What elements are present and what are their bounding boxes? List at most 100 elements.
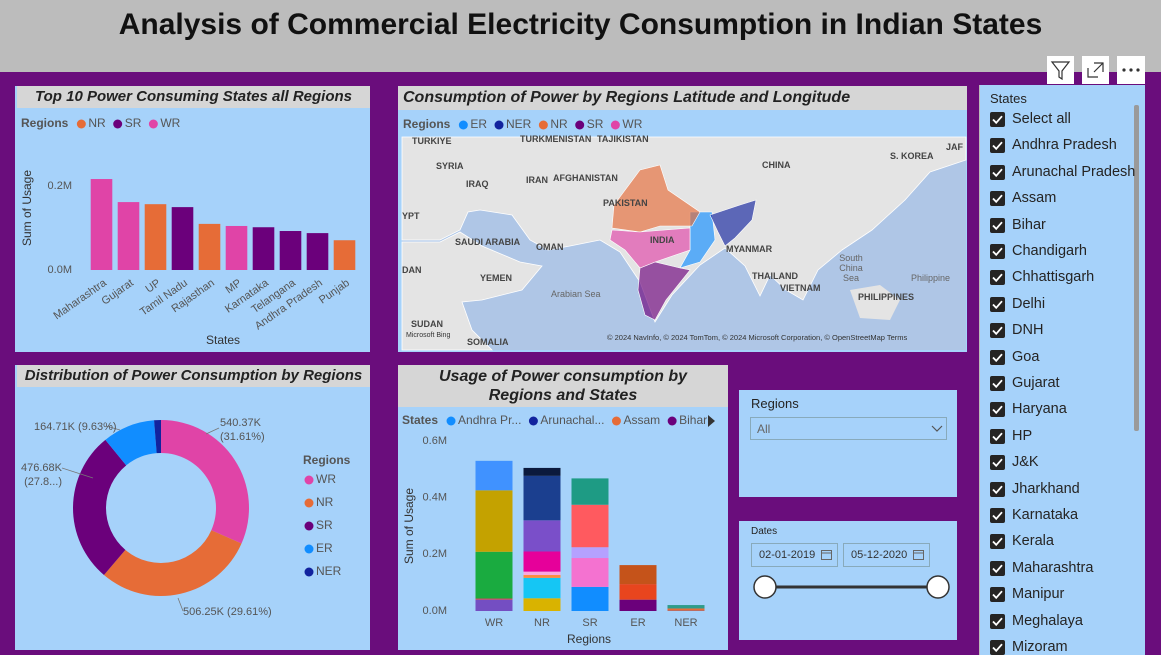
slicer-item[interactable]: Arunachal Pradesh	[990, 164, 1140, 182]
dot	[1122, 68, 1126, 72]
map-label: IRAN	[526, 175, 548, 185]
bar	[279, 231, 302, 270]
checkbox	[990, 640, 1005, 655]
bar	[198, 223, 221, 270]
slicer-item[interactable]: Meghalaya	[990, 613, 1140, 631]
slicer-item[interactable]: Goa	[990, 349, 1140, 367]
checkmark	[992, 379, 1003, 389]
slicer-item[interactable]: Kerala	[990, 533, 1140, 551]
slicer-item[interactable]: Manipur	[990, 586, 1140, 604]
data-label: 164.71K (9.63%)	[34, 421, 117, 433]
map-label: MYANMAR	[726, 244, 773, 254]
checkbox	[990, 508, 1005, 523]
map-label: JAF	[946, 142, 964, 152]
checkmark	[992, 590, 1003, 600]
legend-label: NR	[550, 117, 568, 131]
donut-slice	[105, 420, 157, 466]
y-axis-title: Sum of Usage	[402, 488, 416, 564]
slicer-item[interactable]: Jharkhand	[990, 481, 1140, 499]
bar-segment	[523, 551, 561, 572]
slicer-item[interactable]: Gujarat	[990, 375, 1140, 393]
visual-toolbar	[1047, 56, 1145, 84]
checkbox	[990, 296, 1005, 312]
slider-handle[interactable]	[753, 575, 777, 599]
legend-label: WR	[622, 117, 642, 131]
slicer-title: Regions	[751, 396, 799, 411]
scrollbar[interactable]	[1134, 105, 1139, 431]
bar-segment	[571, 478, 609, 505]
chart-title: Consumption of Power by Regions Latitude…	[398, 86, 967, 110]
bar-segment	[571, 558, 609, 587]
slicer-item[interactable]: DNH	[990, 322, 1140, 340]
slicer-item-label: Karnataka	[1012, 507, 1079, 523]
legend-marker	[148, 119, 158, 129]
checkbox	[990, 402, 1005, 418]
legend-next[interactable]	[708, 415, 715, 427]
checkmark	[992, 564, 1003, 573]
leader-line	[177, 597, 184, 612]
chart-title: Top 10 Power Consuming States all Region…	[17, 86, 370, 108]
slicer-item[interactable]: Chhattisgarh	[990, 269, 1140, 287]
checkbox	[990, 191, 1005, 207]
checkmark	[992, 458, 1003, 468]
slicer-item[interactable]: HP	[990, 428, 1140, 446]
map-label: Arabian Sea	[551, 289, 601, 299]
slicer-item[interactable]: Bihar	[990, 217, 1140, 235]
legend-label: Andhra Pr...	[458, 413, 521, 427]
bar	[252, 227, 275, 270]
bar	[171, 207, 194, 270]
map-label: PHILIPPINES	[858, 292, 915, 302]
bar-segment	[619, 599, 657, 611]
slicer-item[interactable]: Chandigarh	[990, 243, 1140, 261]
data-label: 506.25K (29.61%)	[183, 606, 272, 618]
checkbox	[990, 270, 1005, 286]
dates-slicer: Dates 02-01-2019 05-12-2020	[739, 521, 957, 640]
checkbox	[990, 587, 1005, 603]
bar	[225, 225, 248, 270]
map-label: CHINA	[762, 160, 791, 170]
map-label: Philippine	[911, 273, 951, 283]
slicer-item[interactable]: Mizoram	[990, 639, 1140, 655]
map-label: South China Sea	[839, 253, 863, 283]
slicer-item[interactable]: Karnataka	[990, 507, 1140, 525]
date-input[interactable]: 02-01-2019	[751, 543, 838, 567]
chart-title: Usage of Power consumption by Regions an…	[398, 365, 728, 407]
slicer-item[interactable]: J&K	[990, 454, 1140, 472]
bar-segment	[571, 504, 609, 548]
start-date: 02-01-2019	[759, 549, 816, 561]
slider-handle[interactable]	[926, 575, 950, 599]
slicer-item[interactable]: Andhra Pradesh	[990, 137, 1140, 155]
map-label: IRAQ	[466, 179, 489, 189]
date-input[interactable]: 05-12-2020	[843, 543, 930, 567]
dropdown[interactable]: All	[750, 417, 947, 440]
filter-button[interactable]	[1047, 56, 1074, 84]
slicer-item[interactable]: Haryana	[990, 401, 1140, 419]
slicer-item-label: Meghalaya	[1012, 612, 1083, 629]
legend-marker	[458, 120, 468, 130]
chart-title: Distribution of Power Consumption by Reg…	[17, 365, 370, 387]
x-axis-title: Regions	[567, 632, 611, 646]
slicer-item-label: Select all	[1012, 111, 1071, 127]
y-axis-title: Sum of Usage	[20, 170, 34, 246]
slicer-item-label: HP	[1012, 427, 1033, 444]
slicer-item-label: Maharashtra	[1012, 559, 1094, 576]
region-shape	[709, 199, 757, 247]
dropdown-value: All	[757, 422, 771, 436]
data-label: 476.68K (27.8...)	[21, 462, 62, 488]
slicer-item[interactable]: Delhi	[990, 296, 1140, 314]
slicer-item[interactable]: Assam	[990, 190, 1140, 208]
y-tick-label: 0.6M	[423, 435, 447, 447]
slicer-item-label: Arunachal Pradesh	[1012, 163, 1136, 180]
legend-title: Regions	[403, 117, 451, 131]
slicer-item[interactable]: Maharashtra	[990, 560, 1140, 578]
slicer-item[interactable]: Select all	[990, 111, 1140, 129]
checkbox	[990, 613, 1005, 629]
bar-segment	[619, 584, 657, 600]
y-tick-label: 0.2M	[48, 180, 72, 192]
bar-segment	[523, 577, 561, 599]
leader-line	[61, 467, 94, 479]
legend-title: States	[402, 413, 438, 427]
legend-marker	[610, 120, 620, 130]
map-label: AFGHANISTAN	[553, 173, 618, 183]
